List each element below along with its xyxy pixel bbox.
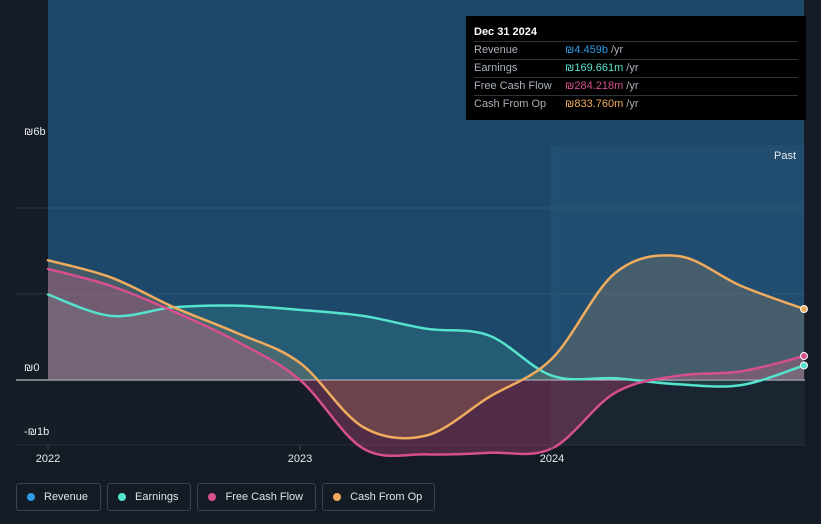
legend-item-earnings[interactable]: Earnings xyxy=(107,483,192,511)
tooltip-unit: /yr xyxy=(626,80,639,92)
legend-dot-icon xyxy=(27,493,35,501)
free-cash-flow-line xyxy=(46,267,806,458)
past-region-label: Past xyxy=(774,150,797,162)
tooltip-value: ₪4.459b xyxy=(565,44,608,56)
chart-legend: Revenue Earnings Free Cash Flow Cash Fro… xyxy=(16,483,436,511)
tooltip-unit: /yr xyxy=(626,62,639,74)
legend-label: Cash From Op xyxy=(350,491,423,503)
free-cash-flow-end-marker xyxy=(800,352,808,361)
y-tick-label-zero: ₪0 xyxy=(24,362,40,374)
tooltip-row-earnings: Earnings ₪169.661m /yr xyxy=(474,59,798,77)
earnings-area xyxy=(48,294,804,387)
legend-item-cash-from-op[interactable]: Cash From Op xyxy=(322,483,436,511)
tooltip-value: ₪169.661m xyxy=(565,62,624,74)
x-tick-label: 2022 xyxy=(36,453,60,465)
x-tick-label: 2023 xyxy=(288,453,312,465)
y-tick-label-top: ₪6b xyxy=(24,126,46,138)
legend-item-revenue[interactable]: Revenue xyxy=(16,483,102,511)
tooltip-row-revenue: Revenue ₪4.459b /yr xyxy=(474,41,798,59)
data-tooltip: Dec 31 2024 Revenue ₪4.459b /yr Earnings… xyxy=(466,16,806,120)
tooltip-label: Cash From Op xyxy=(474,98,547,110)
earnings-end-marker xyxy=(800,361,808,370)
legend-dot-icon xyxy=(118,493,127,501)
tooltip-unit: /yr xyxy=(626,98,639,110)
legend-label: Earnings xyxy=(135,491,179,503)
cash-from-op-line xyxy=(46,254,806,440)
tooltip-label: Free Cash Flow xyxy=(474,80,552,92)
free-cash-flow-area xyxy=(48,268,804,456)
tooltip-value: ₪833.760m xyxy=(565,98,624,110)
tooltip-date: Dec 31 2024 xyxy=(474,26,537,38)
cash-from-op-area xyxy=(48,255,804,439)
tooltip-unit: /yr xyxy=(611,44,624,56)
tooltip-value: ₪284.218m xyxy=(565,80,624,92)
legend-dot-icon xyxy=(333,493,342,501)
tooltip-row-cash-from-op: Cash From Op ₪833.760m /yr xyxy=(474,95,798,113)
legend-label: Revenue xyxy=(44,491,89,503)
tooltip-row-free-cash-flow: Free Cash Flow ₪284.218m /yr xyxy=(474,77,798,95)
tooltip-label: Earnings xyxy=(474,62,518,74)
legend-label: Free Cash Flow xyxy=(225,491,304,503)
y-tick-label-bottom: -₪1b xyxy=(24,426,50,438)
x-tick-label: 2024 xyxy=(540,453,564,465)
cash-from-op-end-marker xyxy=(800,305,808,314)
legend-item-free-cash-flow[interactable]: Free Cash Flow xyxy=(197,483,317,511)
tooltip-label: Revenue xyxy=(474,44,519,56)
legend-dot-icon xyxy=(208,493,217,501)
